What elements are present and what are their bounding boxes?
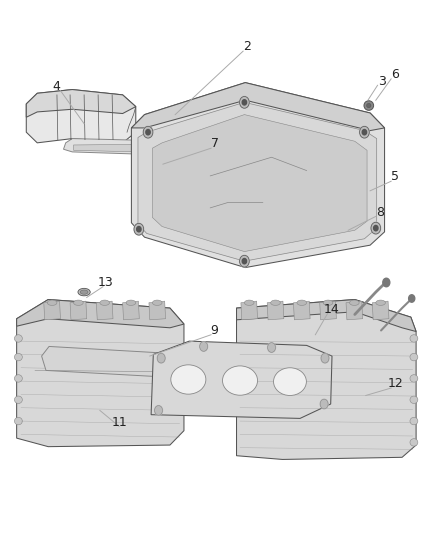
Ellipse shape (100, 300, 110, 305)
Polygon shape (152, 115, 367, 252)
Circle shape (320, 399, 328, 409)
Polygon shape (44, 301, 60, 320)
Ellipse shape (78, 288, 90, 296)
Text: 2: 2 (244, 41, 251, 53)
Ellipse shape (323, 300, 333, 305)
Circle shape (143, 126, 153, 138)
Circle shape (146, 130, 150, 135)
Text: 4: 4 (52, 80, 60, 93)
Polygon shape (64, 139, 193, 156)
Ellipse shape (126, 300, 136, 305)
Text: 9: 9 (211, 324, 219, 337)
Circle shape (409, 295, 415, 302)
Polygon shape (241, 301, 258, 320)
Circle shape (321, 353, 329, 363)
Ellipse shape (410, 375, 418, 382)
Text: 6: 6 (391, 68, 399, 81)
Ellipse shape (14, 335, 22, 342)
Ellipse shape (80, 290, 88, 294)
Text: 14: 14 (324, 303, 340, 316)
Polygon shape (26, 90, 136, 143)
Ellipse shape (367, 103, 371, 108)
Circle shape (134, 223, 144, 235)
Polygon shape (320, 301, 336, 320)
Circle shape (268, 343, 276, 352)
Polygon shape (17, 300, 184, 447)
Polygon shape (123, 301, 139, 320)
Polygon shape (17, 300, 184, 328)
Polygon shape (151, 341, 332, 418)
Polygon shape (237, 300, 416, 459)
Polygon shape (149, 301, 166, 320)
Text: 5: 5 (391, 171, 399, 183)
Circle shape (242, 100, 247, 105)
Ellipse shape (244, 300, 254, 305)
Polygon shape (26, 90, 136, 117)
Polygon shape (372, 301, 389, 320)
Circle shape (371, 222, 381, 234)
Text: 8: 8 (376, 206, 384, 219)
Ellipse shape (297, 300, 307, 305)
Ellipse shape (410, 353, 418, 361)
Text: 3: 3 (378, 75, 386, 88)
Circle shape (362, 130, 367, 135)
Circle shape (383, 278, 390, 287)
Polygon shape (237, 300, 416, 332)
Circle shape (360, 126, 369, 138)
Polygon shape (138, 102, 377, 261)
Ellipse shape (410, 335, 418, 342)
Ellipse shape (410, 439, 418, 446)
Polygon shape (70, 301, 87, 320)
Circle shape (200, 342, 208, 351)
Circle shape (374, 225, 378, 231)
Ellipse shape (14, 375, 22, 382)
Ellipse shape (364, 101, 374, 110)
Ellipse shape (14, 353, 22, 361)
Ellipse shape (410, 417, 418, 425)
Ellipse shape (14, 417, 22, 425)
Polygon shape (131, 83, 385, 131)
Circle shape (240, 96, 249, 108)
Ellipse shape (376, 300, 385, 305)
Polygon shape (96, 301, 113, 320)
Ellipse shape (152, 300, 162, 305)
Polygon shape (74, 144, 189, 153)
Ellipse shape (14, 396, 22, 403)
Circle shape (242, 259, 247, 264)
Ellipse shape (74, 300, 83, 305)
Text: 11: 11 (111, 416, 127, 429)
Ellipse shape (410, 396, 418, 403)
Polygon shape (42, 346, 199, 378)
Circle shape (137, 227, 141, 232)
Ellipse shape (350, 300, 359, 305)
Polygon shape (293, 301, 310, 320)
Ellipse shape (223, 366, 258, 395)
Circle shape (155, 406, 162, 415)
Polygon shape (346, 301, 363, 320)
Ellipse shape (171, 365, 206, 394)
Circle shape (157, 353, 165, 363)
Polygon shape (267, 301, 284, 320)
Ellipse shape (273, 368, 307, 395)
Polygon shape (131, 83, 385, 268)
Text: 13: 13 (98, 276, 114, 289)
Text: 12: 12 (387, 377, 403, 390)
Text: 7: 7 (211, 138, 219, 150)
Ellipse shape (271, 300, 280, 305)
Circle shape (240, 255, 249, 267)
Ellipse shape (47, 300, 57, 305)
